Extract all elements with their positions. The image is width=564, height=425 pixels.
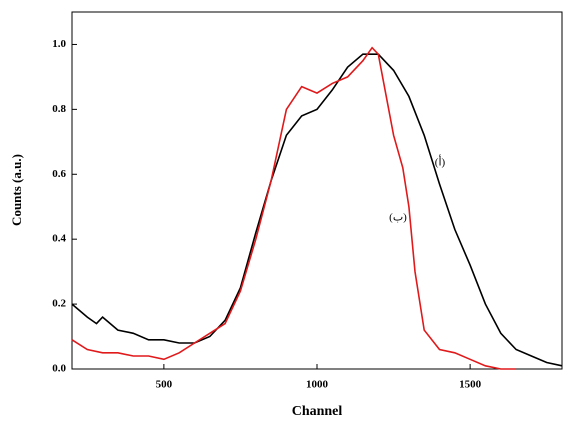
y-tick-label: 0.4 bbox=[52, 233, 66, 245]
plot-frame bbox=[71, 11, 563, 370]
x-axis-label: Channel bbox=[292, 404, 343, 419]
annotation: (أ) bbox=[435, 155, 446, 169]
y-axis-label: Counts (a.u.) bbox=[9, 154, 24, 226]
series-line bbox=[71, 53, 563, 367]
y-tick-label: 0.2 bbox=[52, 298, 66, 310]
x-tick-label: 1000 bbox=[306, 379, 329, 391]
x-tick-label: 500 bbox=[156, 379, 173, 391]
y-tick-label: 0.6 bbox=[52, 168, 66, 180]
series-line bbox=[71, 46, 517, 370]
x-tick-label: 1500 bbox=[459, 379, 482, 391]
y-tick-label: 0.8 bbox=[52, 103, 66, 115]
y-tick-label: 1.0 bbox=[52, 38, 66, 50]
y-tick-label: 0.0 bbox=[52, 363, 66, 375]
annotation: (ب) bbox=[389, 212, 407, 224]
